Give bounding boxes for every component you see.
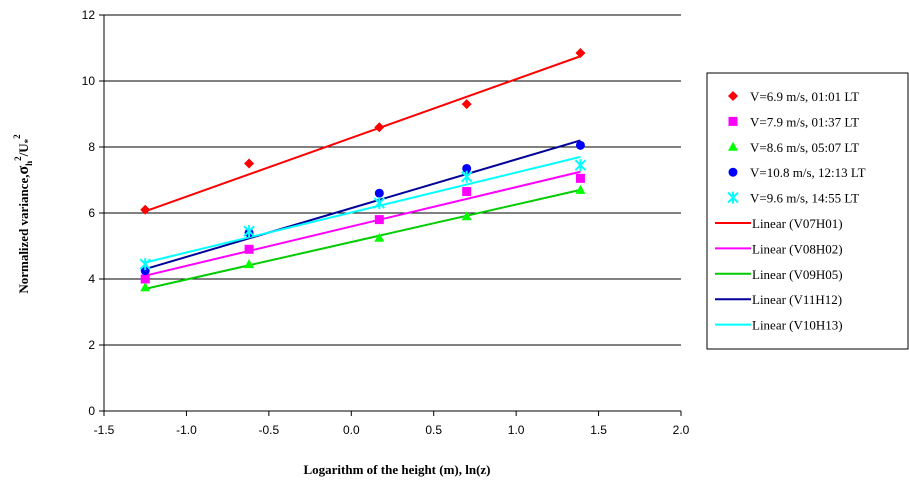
y-axis-title-main: Normalized variance, — [16, 175, 31, 294]
x-tick-label: 0.0 — [343, 423, 360, 437]
y-tick-label: 12 — [82, 8, 96, 22]
y-axis-title-u-sup: 2 — [12, 134, 22, 139]
data-point — [140, 282, 151, 292]
data-markers — [139, 47, 587, 292]
data-point — [575, 184, 586, 194]
y-tick-label: 8 — [88, 140, 95, 154]
data-point — [374, 232, 385, 242]
data-point — [374, 215, 384, 225]
data-point — [462, 163, 472, 173]
trendlines — [144, 55, 581, 290]
data-point — [461, 99, 472, 110]
data-point — [574, 159, 587, 172]
y-tick-label: 2 — [88, 338, 95, 352]
y-axis-title-sigma-sub: h — [24, 161, 34, 166]
legend-label: Linear (V08H02) — [752, 241, 843, 256]
y-tick-labels: 0 2 4 6 8 10 12 — [82, 8, 96, 418]
legend-marker — [727, 191, 739, 204]
data-point — [140, 274, 150, 284]
legend-label: V=9.6 m/s, 14:55 LT — [750, 191, 859, 206]
legend-label: Linear (V10H13) — [752, 318, 843, 333]
data-point — [244, 158, 255, 169]
grid-lines — [104, 14, 681, 346]
x-tick-labels: -1.5 -1.0 -0.5 0.0 0.5 1.0 1.5 2.0 — [94, 423, 690, 437]
axes — [99, 14, 682, 416]
legend-marker — [728, 116, 738, 126]
y-axis-title-u-sub: * — [23, 138, 33, 143]
x-tick-label: 2.0 — [673, 423, 690, 437]
data-point — [374, 188, 384, 198]
legend-marker — [728, 91, 738, 101]
x-tick-label: 1.0 — [508, 423, 525, 437]
data-point — [575, 47, 586, 58]
legend: V=6.9 m/s, 01:01 LT V=7.9 m/s, 01:37 LT V=… — [706, 72, 909, 350]
x-tick-label: 0.5 — [425, 423, 442, 437]
y-tick-label: 4 — [88, 272, 95, 286]
x-tick-label: -0.5 — [259, 423, 280, 437]
y-tick-label: 0 — [88, 404, 95, 418]
legend-label: V=6.9 m/s, 01:01 LT — [750, 89, 859, 104]
data-point — [374, 122, 385, 133]
legend-label: Linear (V07H01) — [752, 216, 843, 231]
data-point — [460, 170, 473, 183]
data-point — [244, 259, 255, 269]
data-point — [373, 197, 386, 210]
x-tick-label: -1.0 — [176, 423, 197, 437]
y-axis-title-slash: /U — [16, 143, 31, 158]
x-tick-label: 1.5 — [590, 423, 607, 437]
y-tick-label: 10 — [82, 74, 96, 88]
legend-label: V=7.9 m/s, 01:37 LT — [750, 114, 859, 129]
data-point — [244, 244, 254, 254]
x-axis-title: Logarithm of the height (m), ln(z) — [303, 462, 490, 477]
legend-label: Linear (V11H12) — [752, 292, 842, 307]
data-point — [243, 225, 255, 238]
trendline — [144, 155, 581, 264]
legend-label: V=8.6 m/s, 05:07 LT — [750, 140, 859, 155]
legend-marker — [728, 141, 738, 151]
legend-marker — [728, 167, 738, 177]
y-axis-title: Normalized variance,σh2/U*2 — [12, 134, 34, 294]
legend-label: Linear (V09H05) — [752, 267, 843, 282]
trendline — [144, 188, 581, 290]
trendline — [144, 139, 581, 271]
data-point — [462, 187, 472, 197]
data-point — [575, 173, 585, 183]
x-tick-label: -1.5 — [94, 423, 115, 437]
data-point — [461, 211, 472, 221]
data-point — [575, 140, 585, 150]
y-axis-title-sigma: σ — [15, 166, 32, 175]
legend-box — [706, 72, 909, 350]
data-point — [139, 258, 151, 271]
y-tick-label: 6 — [88, 206, 95, 220]
legend-label: V=10.8 m/s, 12:13 LT — [750, 165, 866, 180]
data-point — [140, 204, 151, 215]
trendline — [144, 55, 581, 213]
y-axis-title-sigma-sup: 2 — [13, 156, 23, 161]
trendline — [144, 170, 581, 277]
data-point — [140, 266, 150, 276]
